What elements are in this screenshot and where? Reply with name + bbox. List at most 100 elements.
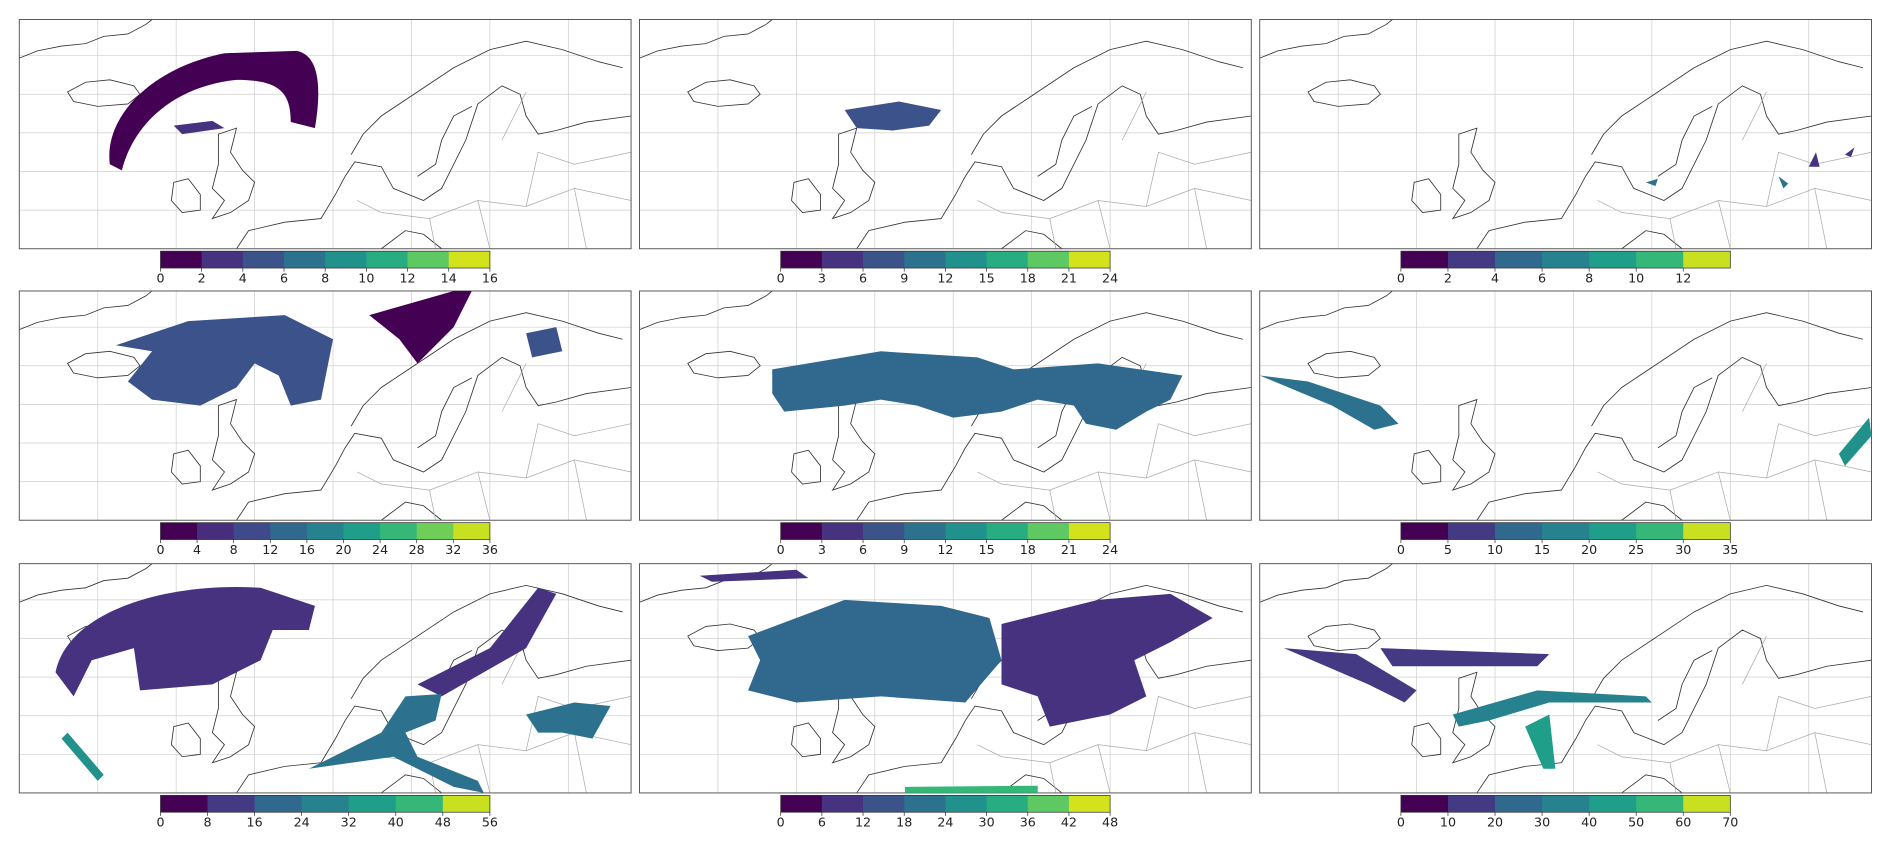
- colorbar-tick-label: 18: [896, 815, 912, 830]
- colorbar-tick-label: 48: [1102, 815, 1118, 830]
- colorbar-bin: [301, 795, 350, 813]
- colorbar-tick-label: 4: [193, 542, 201, 557]
- map-panel: [1259, 563, 1872, 794]
- colorbar-tick-label: 14: [441, 270, 457, 285]
- colorbar-tick-label: 24: [372, 542, 388, 557]
- colorbar-bin: [1027, 795, 1070, 813]
- colorbar-bin: [863, 522, 905, 540]
- colorbar-tick-label: 3: [818, 542, 826, 557]
- colorbar-tick-label: 6: [859, 270, 867, 285]
- colorbar-tick-label: 0: [777, 270, 785, 285]
- colorbar-bin: [254, 795, 303, 813]
- colorbar-bin: [343, 522, 381, 540]
- colorbar-bin: [1447, 251, 1496, 269]
- colorbar-bin: [821, 795, 864, 813]
- map-panel: [639, 563, 1252, 794]
- colorbar-bin: [821, 522, 864, 540]
- colorbar-bin: [160, 522, 198, 540]
- colorbar-bin: [197, 522, 235, 540]
- colorbar-tick-label: 56: [482, 815, 498, 830]
- colorbar-tick-label: 10: [1628, 270, 1644, 285]
- colorbar-bin: [1495, 795, 1543, 813]
- colorbar-tick-label: 0: [1397, 542, 1405, 557]
- colorbar-tick-label: 24: [937, 815, 953, 830]
- colorbar-frame: [160, 794, 491, 813]
- colorbar-frame: [1400, 794, 1731, 813]
- colorbar-bin: [233, 522, 271, 540]
- colorbar-bin: [780, 795, 823, 813]
- colorbar-tick-label: 9: [900, 542, 908, 557]
- colorbar-bin: [242, 251, 285, 269]
- colorbar-tick-label: 4: [1491, 270, 1499, 285]
- colorbar-bin: [395, 795, 444, 813]
- colorbar-tick-label: 0: [156, 542, 164, 557]
- colorbar-frame: [1400, 250, 1731, 269]
- colorbar-bin: [1542, 522, 1590, 540]
- colorbar-bin: [945, 795, 987, 813]
- colorbar-tick-label: 8: [321, 270, 329, 285]
- colorbar-bin: [270, 522, 308, 540]
- colorbar-tick-label: 36: [1020, 815, 1036, 830]
- colorbar-tick-label: 5: [1444, 542, 1452, 557]
- colorbar-bin: [1589, 251, 1637, 269]
- colorbar-tick-label: 60: [1675, 815, 1691, 830]
- colorbar-tick-label: 3: [818, 270, 826, 285]
- colorbar-bin: [1542, 251, 1590, 269]
- colorbar-tick-label: 9: [900, 270, 908, 285]
- colorbar-tick-label: 0: [156, 815, 164, 830]
- colorbar-tick-label: 24: [1102, 542, 1118, 557]
- colorbar-bin: [1400, 795, 1449, 813]
- colorbar-tick-label: 24: [294, 815, 310, 830]
- colorbar-tick-label: 15: [979, 270, 995, 285]
- colorbar-bin: [201, 251, 244, 269]
- colorbar-tick-label: 12: [1675, 270, 1691, 285]
- colorbar-frame: [1400, 522, 1731, 540]
- colorbar-bin: [1400, 251, 1449, 269]
- colorbar-bin: [1683, 251, 1731, 269]
- colorbar-bin: [986, 251, 1029, 269]
- colorbar-tick-label: 12: [937, 270, 953, 285]
- colorbar-tick-label: 6: [818, 815, 826, 830]
- colorbar-tick-label: 0: [777, 815, 785, 830]
- colorbar-tick-label: 24: [1102, 270, 1118, 285]
- colorbar-tick-label: 10: [358, 270, 374, 285]
- colorbar-bin: [1589, 522, 1637, 540]
- colorbar-tick-label: 8: [230, 542, 238, 557]
- colorbar-tick-label: 30: [979, 815, 995, 830]
- colorbar-tick-label: 10: [1487, 542, 1503, 557]
- colorbar-bin: [945, 522, 987, 540]
- colorbar-bin: [1400, 522, 1449, 540]
- map-panel: [639, 19, 1252, 250]
- colorbar-bin: [325, 251, 367, 269]
- colorbar-bin: [1027, 251, 1070, 269]
- colorbar-bin: [1636, 522, 1684, 540]
- colorbar-tick-label: 20: [1487, 815, 1503, 830]
- colorbar-bin: [1027, 522, 1070, 540]
- colorbar-bin: [453, 522, 491, 540]
- colorbar-bin: [380, 522, 418, 540]
- colorbar-tick-label: 20: [335, 542, 351, 557]
- colorbar-bin: [904, 795, 946, 813]
- colorbar-bin: [1683, 522, 1731, 540]
- colorbar-tick-label: 36: [482, 542, 498, 557]
- map-panel: [18, 563, 632, 794]
- colorbar-tick-label: 2: [198, 270, 206, 285]
- colorbar-tick-label: 4: [239, 270, 247, 285]
- colorbar-tick-label: 25: [1628, 542, 1644, 557]
- colorbar-bin: [1636, 795, 1684, 813]
- colorbar-tick-label: 0: [777, 542, 785, 557]
- colorbar-tick-label: 18: [1020, 270, 1036, 285]
- colorbar-tick-label: 32: [445, 542, 461, 557]
- colorbar-tick-label: 8: [1585, 270, 1593, 285]
- colorbar-bin: [945, 251, 987, 269]
- colorbar-tick-label: 0: [1397, 270, 1405, 285]
- colorbar-bin: [1542, 795, 1590, 813]
- colorbar-bin: [1068, 251, 1111, 269]
- colorbar-bin: [207, 795, 255, 813]
- colorbar-tick-label: 12: [855, 815, 871, 830]
- colorbar-bin: [348, 795, 397, 813]
- colorbar-bin: [366, 251, 408, 269]
- colorbar-bin: [306, 522, 344, 540]
- map-panel: [1259, 290, 1872, 521]
